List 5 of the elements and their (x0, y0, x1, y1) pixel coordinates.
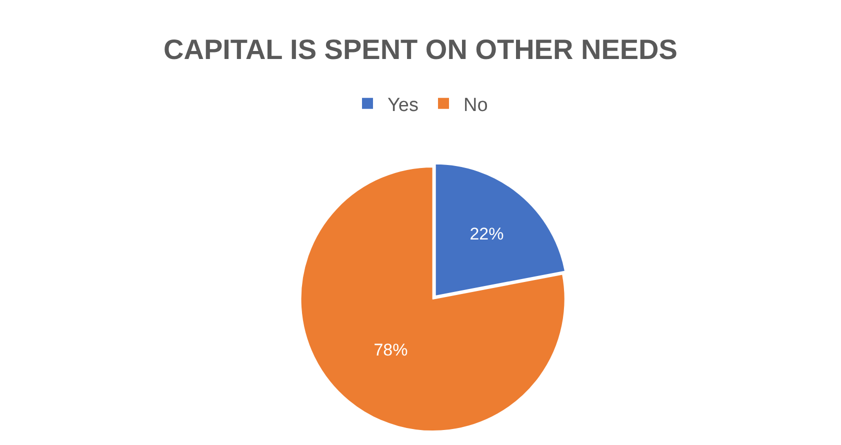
data-label: 78% (374, 340, 408, 360)
data-label: 22% (470, 224, 504, 244)
chart-title: CAPITAL IS SPENT ON OTHER NEEDS (164, 34, 678, 65)
legend-label: Yes (388, 94, 418, 116)
legend-label: No (464, 94, 488, 116)
